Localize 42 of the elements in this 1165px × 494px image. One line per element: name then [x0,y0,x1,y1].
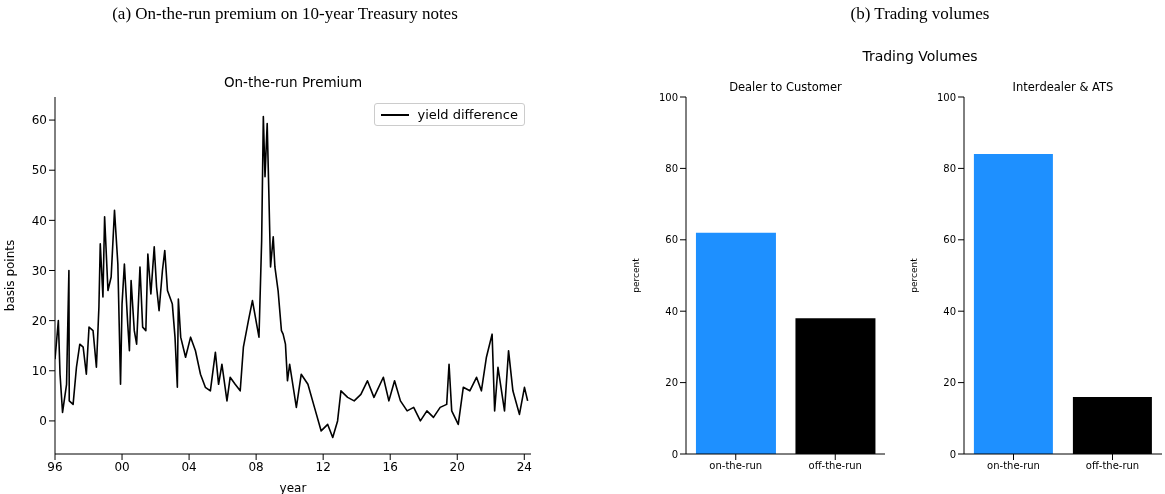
x-tick-label: 04 [181,459,197,474]
y-tick-label: 40 [943,305,956,317]
x-tick-label: 08 [248,459,264,474]
y-tick-label: 0 [671,448,678,460]
x-tick-label: on-the-run [987,460,1040,472]
y-axis-title: basis points [3,239,18,312]
x-tick-label: 00 [114,459,130,474]
y-tick-label: 80 [943,162,956,174]
chart-title: Interdealer & ATS [1011,80,1115,94]
y-tick-label: 20 [31,313,47,328]
text: (a) On-the-run premium on 10-year Treasury notes [111,4,459,24]
chart-title: On-the-run Premium [222,74,364,90]
y-tick-label: 0 [39,414,47,429]
y-tick-label: 60 [943,234,956,246]
x-tick-label: 24 [516,459,532,474]
y-axis-title: percent [631,257,642,293]
y-tick-label: 50 [31,163,47,178]
y-axis-title: percent [909,257,920,293]
y-tick-label: 100 [658,91,678,103]
x-tick-label: 12 [315,459,331,474]
legend-label: yield difference [417,107,518,122]
y-tick-label: 40 [665,305,678,317]
y-tick-label: 80 [665,162,678,174]
text: (b) Trading volumes [849,4,991,24]
chart-title: Dealer to Customer [728,80,843,94]
x-tick-label: 96 [47,459,63,474]
y-tick-label: 0 [949,448,956,460]
y-tick-label: 100 [936,91,956,103]
y-tick-label: 60 [665,234,678,246]
x-tick-label: on-the-run [709,460,763,472]
y-tick-label: 40 [31,213,47,228]
x-tick-label: off-the-run [808,460,862,472]
y-tick-label: 20 [943,377,956,389]
x-tick-label: 20 [449,459,465,474]
x-tick-label: 16 [382,459,398,474]
y-tick-label: 20 [665,377,678,389]
y-tick-label: 10 [31,364,47,379]
x-tick-label: off-the-run [1085,460,1140,472]
y-tick-label: 30 [31,263,47,278]
text: Trading Volumes [861,48,979,64]
x-axis-title: year [279,481,307,494]
y-tick-label: 60 [31,113,47,128]
